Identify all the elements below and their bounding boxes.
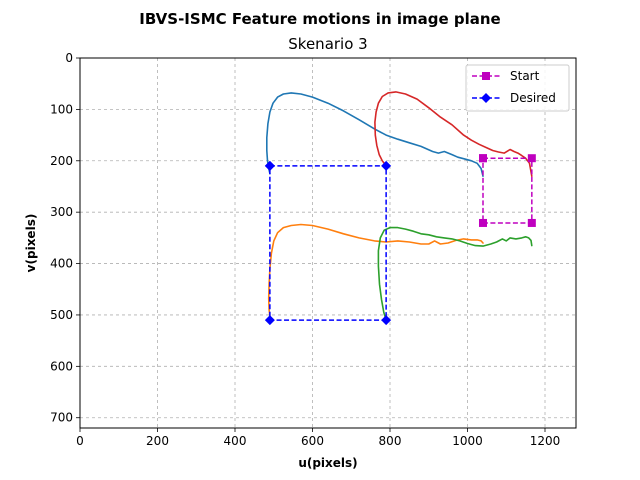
start-marker [479,218,487,227]
x-tick-label: 1000 [452,434,483,448]
axis-ticks: 0 200 400 600 800 1000 1200 0 100 200 300 400 500 600… [50,51,560,448]
y-tick-label: 0 [65,51,73,65]
trajectory-series [265,91,533,321]
y-tick-label: 500 [50,308,73,322]
y-tick-label: 100 [50,102,73,116]
start-dashed-line [482,157,533,224]
x-tick-label: 1200 [530,434,561,448]
y-tick-label: 300 [50,205,73,219]
chart-suptitle: IBVS-ISMC Feature motions in image plane [139,10,500,28]
grid-lines [79,57,576,428]
legend: Start Desired [465,64,570,112]
legend-desired-marker [481,93,491,103]
legend-start-marker [482,72,490,80]
start-marker [527,218,536,227]
y-tick-label: 200 [50,154,73,168]
desired-dashed-line [269,165,387,321]
trajectory-line [265,92,484,177]
trajectory-line [374,91,533,177]
start-marker [479,154,487,163]
y-axis-label: v(pixels) [24,214,38,273]
trajectory-line [377,226,533,321]
desired-marker [381,315,392,326]
legend-start-label: Start [510,69,540,83]
plot-frame [79,57,577,429]
y-tick-label: 700 [50,411,73,425]
x-tick-label: 600 [301,434,324,448]
x-tick-label: 400 [224,434,247,448]
start-marker [527,154,536,163]
y-tick-label: 400 [50,257,73,271]
y-tick-label: 600 [50,359,73,373]
x-axis-label: u(pixels) [298,456,357,470]
desired-marker [264,315,275,326]
desired-marker [264,160,275,171]
desired-marker [381,160,392,171]
marker-series [264,154,536,326]
x-tick-label: 800 [379,434,402,448]
legend-desired-label: Desired [510,91,556,105]
x-tick-label: 0 [76,434,84,448]
chart-title: Skenario 3 [288,35,367,53]
x-tick-label: 200 [146,434,169,448]
